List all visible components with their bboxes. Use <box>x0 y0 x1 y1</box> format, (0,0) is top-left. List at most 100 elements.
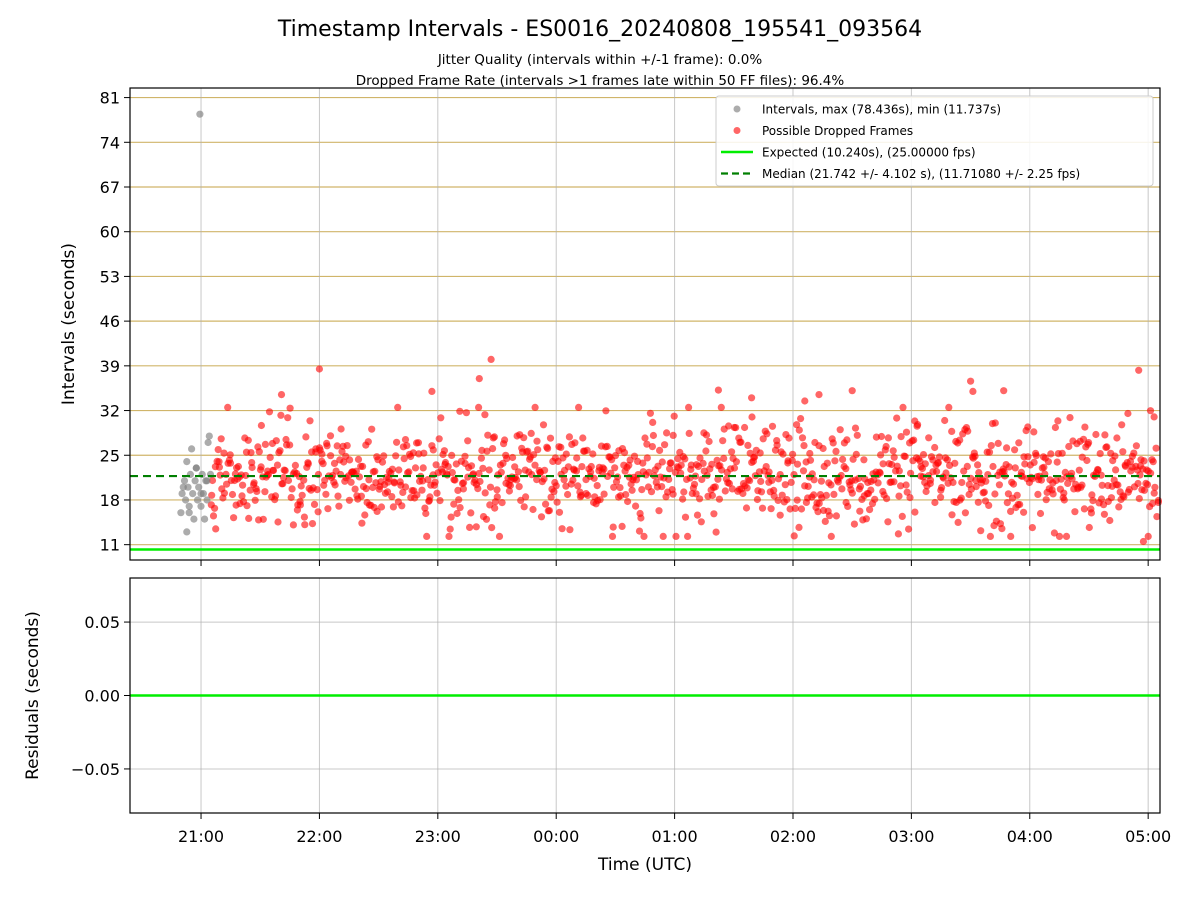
interval-point <box>201 515 209 523</box>
dropped-frame-point <box>1092 430 1100 439</box>
dropped-frame-point <box>284 414 292 422</box>
residuals-y-tick-label: −0.05 <box>71 760 120 779</box>
dropped-frame-point <box>1066 414 1074 422</box>
dropped-frame-point <box>322 490 330 498</box>
dropped-frame-point <box>787 478 795 486</box>
dropped-frame-point <box>681 455 689 463</box>
dropped-frame-point <box>490 433 498 441</box>
dropped-frame-point <box>655 507 663 515</box>
dropped-frame-point <box>797 505 806 513</box>
dropped-frame-point <box>956 436 964 444</box>
dropped-frame-point <box>643 454 651 462</box>
dropped-frame-point <box>641 434 649 442</box>
intervals-y-tick-label: 25 <box>100 446 120 465</box>
dropped-frame-point <box>364 438 372 446</box>
dropped-frame-point <box>405 468 413 476</box>
interval-point <box>185 502 193 510</box>
dropped-frame-point <box>705 437 713 446</box>
dropped-frame-point <box>991 419 999 427</box>
dropped-frame-point <box>466 523 474 532</box>
dropped-frame-point <box>1032 452 1040 460</box>
dropped-frame-point <box>1146 407 1155 415</box>
dropped-frame-point <box>352 467 360 475</box>
dropped-frame-point <box>610 483 618 491</box>
dropped-frame-point <box>477 454 485 462</box>
dropped-frame-point <box>679 495 687 503</box>
dropped-frame-point <box>690 480 699 488</box>
dropped-frame-point <box>842 465 850 473</box>
legend-box <box>715 95 1154 187</box>
dropped-frame-point <box>261 440 269 448</box>
dropped-frame-point <box>215 463 223 471</box>
dropped-frame-point <box>444 463 452 471</box>
dropped-frame-point <box>1112 466 1120 474</box>
dropped-frame-point <box>779 450 787 458</box>
dropped-frame-point <box>546 434 555 442</box>
dropped-frame-point <box>893 414 901 422</box>
dropped-frame-point <box>795 523 803 532</box>
interval-point <box>180 477 189 485</box>
dropped-frame-point <box>1034 490 1042 498</box>
dropped-frame-point <box>596 496 604 504</box>
dropped-frame-point <box>985 448 994 456</box>
dropped-frame-point <box>714 386 723 394</box>
dropped-frame-point <box>380 452 388 460</box>
dropped-frame-point <box>242 471 250 480</box>
dropped-frame-point <box>522 493 530 501</box>
dropped-frame-point <box>632 502 640 510</box>
dropped-frame-point <box>565 433 574 441</box>
dropped-frame-point <box>1053 458 1061 466</box>
dropped-frame-point <box>1152 444 1160 452</box>
dropped-frame-point <box>699 459 707 467</box>
dropped-frame-point <box>897 482 905 490</box>
dropped-frame-point <box>844 502 852 510</box>
dropped-frame-point <box>302 433 310 441</box>
x-tick-label: 22:00 <box>296 827 342 846</box>
dropped-frame-point <box>239 481 247 489</box>
dropped-frame-point <box>423 532 431 541</box>
dropped-frame-point <box>899 403 907 411</box>
dropped-frame-point <box>931 498 939 507</box>
dropped-frame-point <box>345 496 353 504</box>
figure-subtitle-jitter: Jitter Quality (intervals within +/-1 fr… <box>437 52 763 68</box>
dropped-frame-point <box>411 464 420 472</box>
dropped-frame-point <box>1024 423 1032 431</box>
dropped-frame-point <box>889 447 897 455</box>
dropped-frame-point <box>1058 449 1066 457</box>
dropped-frame-point <box>243 502 251 510</box>
dropped-frame-point <box>462 409 470 417</box>
dropped-frame-point <box>319 460 327 468</box>
dropped-frame-point <box>969 387 977 395</box>
dropped-frame-point <box>446 525 454 533</box>
dropped-frame-point <box>331 481 339 489</box>
dropped-frame-point <box>710 510 718 518</box>
dropped-frame-point <box>783 496 791 504</box>
dropped-frame-point <box>271 492 280 500</box>
dropped-frame-point <box>340 458 348 466</box>
dropped-frame-point <box>770 486 778 494</box>
dropped-frame-point <box>647 488 656 496</box>
dropped-frame-point <box>902 481 910 489</box>
dropped-frame-point <box>1085 523 1093 532</box>
dropped-frame-point <box>472 523 480 531</box>
dropped-frame-point <box>799 467 808 475</box>
dropped-frame-point <box>658 483 666 491</box>
dropped-frame-point <box>831 457 839 465</box>
dropped-frame-point <box>730 464 739 472</box>
dropped-frame-point <box>310 500 319 508</box>
dropped-frame-point <box>287 493 295 502</box>
dropped-frame-point <box>539 421 548 429</box>
dropped-frame-point <box>431 478 439 486</box>
dropped-frame-point <box>505 487 513 495</box>
dropped-frame-point <box>422 509 430 518</box>
legend-entry-label: Possible Dropped Frames <box>762 124 913 138</box>
figure-subtitle-dropped: Dropped Frame Rate (intervals >1 frames … <box>356 73 845 89</box>
dropped-frame-point <box>1079 435 1088 443</box>
dropped-frame-point <box>1009 480 1018 488</box>
dropped-frame-point <box>628 486 636 494</box>
dropped-frame-point <box>697 518 705 526</box>
dropped-frame-point <box>245 514 253 523</box>
dropped-frame-point <box>746 477 754 485</box>
dropped-frame-point <box>732 458 741 466</box>
dropped-frame-point <box>737 438 745 446</box>
